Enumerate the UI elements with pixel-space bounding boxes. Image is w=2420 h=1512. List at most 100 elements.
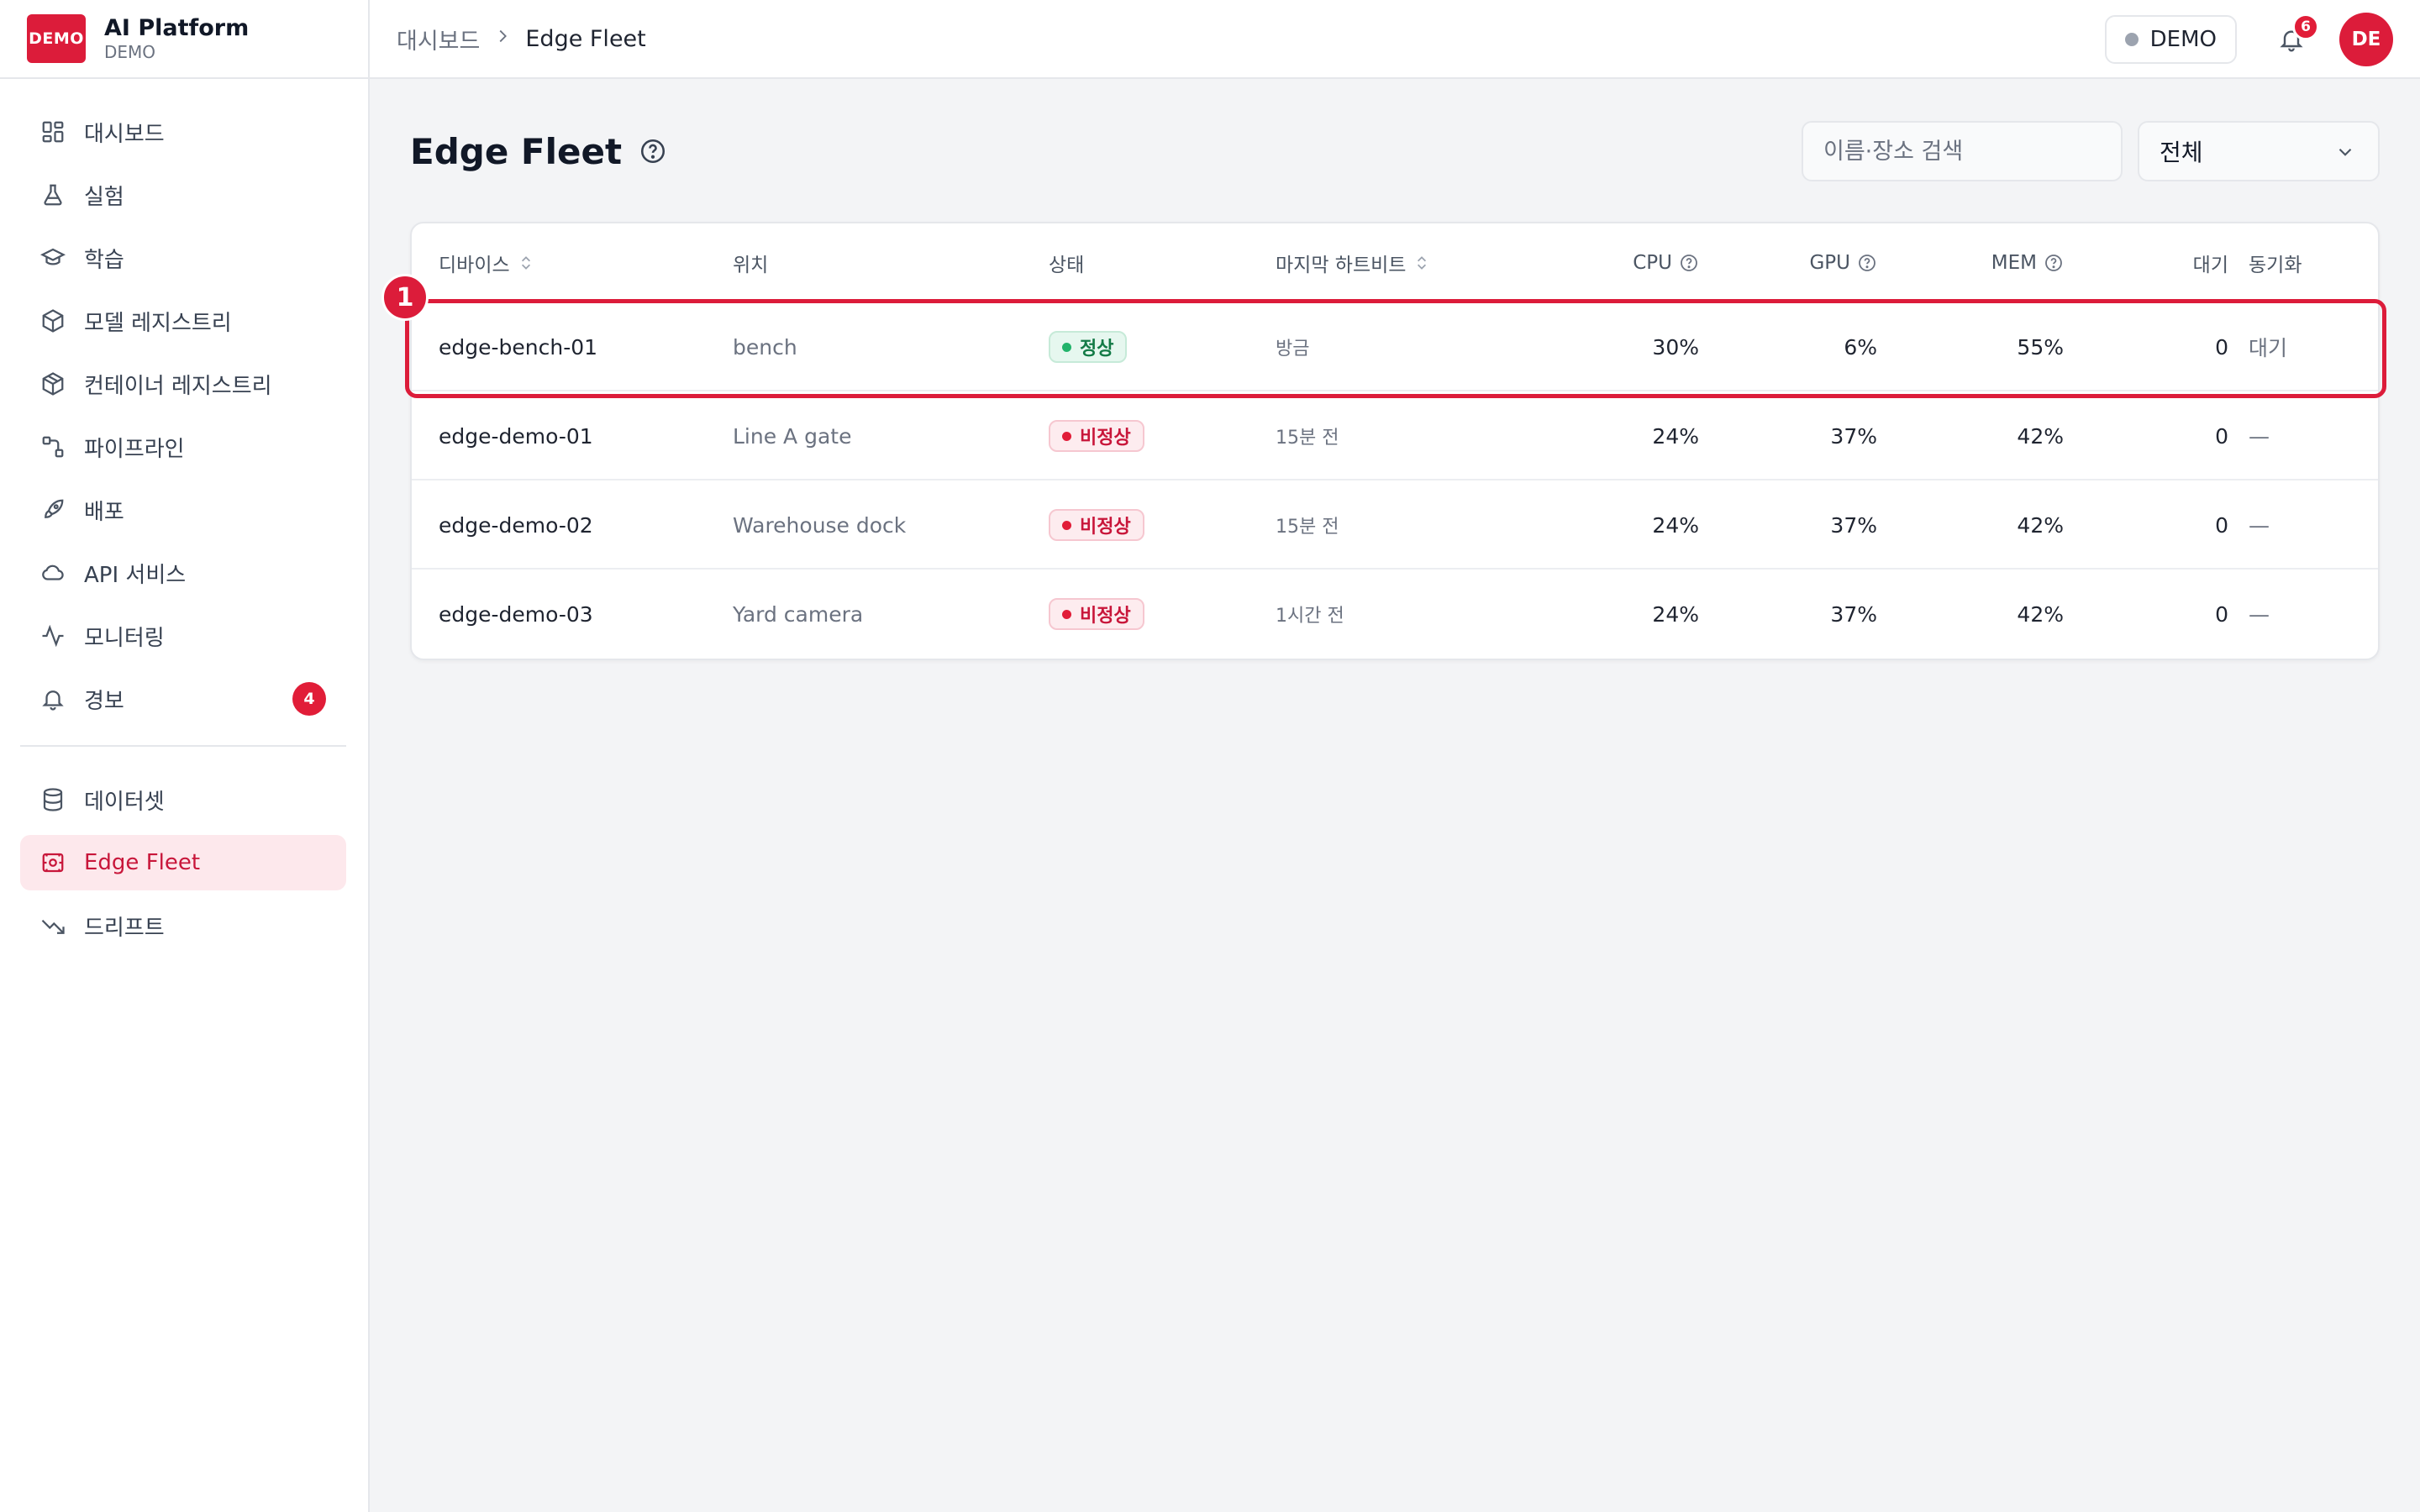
status-badge: 정상 [1049,331,1128,363]
sync-status: 대기 [2249,336,2288,360]
breadcrumb-current: Edge Fleet [525,25,646,52]
breadcrumb: 대시보드 Edge Fleet [397,23,646,55]
column-header-label: 마지막 하트비트 [1276,255,1407,276]
table-row[interactable]: edge-demo-01 Line A gate 비정상 15분 전 24% 3… [412,391,2378,480]
column-header-device[interactable]: 디바이스 [439,223,534,302]
avatar[interactable]: DE [2339,13,2393,66]
table-row[interactable]: edge-demo-03 Yard camera 비정상 1시간 전 24% 3… [412,570,2378,659]
notifications-button[interactable]: 6 [2270,13,2319,60]
sort-icon [1418,256,1427,270]
sidebar-item-dashboard[interactable]: 대시보드 [20,104,346,160]
status-label: 비정상 [1080,428,1131,449]
sidebar-item-datasets[interactable]: 데이터셋 [20,772,346,827]
gpu-usage: 37% [1830,423,1877,449]
table-row[interactable]: edge-demo-02 Warehouse dock 비정상 15분 전 24… [412,480,2378,570]
sidebar-item-label: 모니터링 [84,625,165,651]
page-header: Edge Fleet [410,121,667,181]
sort-icon [521,256,530,270]
sidebar-item-label: 모델 레지스트리 [84,310,232,336]
cpu-usage: 24% [1652,512,1699,538]
sidebar-item-label: 데이터셋 [84,789,165,815]
sidebar-item-pipeline[interactable]: 파이프라인 [20,419,346,475]
gpu-usage: 37% [1830,601,1877,627]
help-circle-icon[interactable] [2044,253,2064,273]
annotation-marker: 1 [381,274,429,321]
help-circle-icon[interactable] [1857,253,1877,273]
search-input[interactable] [1802,121,2123,181]
sidebar-item-model-registry[interactable]: 모델 레지스트리 [20,293,346,349]
chevron-down-icon [2338,148,2352,156]
sidebar-item-drift[interactable]: 드리프트 [20,898,346,953]
sidebar-item-edge-fleet[interactable]: Edge Fleet [20,835,346,890]
status-label: 비정상 [1080,517,1131,538]
environment-selector[interactable]: DEMO [2104,15,2237,64]
column-header-gpu: GPU [1773,223,1877,302]
sidebar-item-label: 학습 [84,247,124,273]
column-header-cpu: CPU [1605,223,1699,302]
status-cell: 정상 [1049,302,1128,391]
pending-count: 0 [2215,334,2228,360]
status-dot-icon [2124,33,2139,46]
status-cell: 비정상 [1049,391,1144,480]
sidebar-item-deploy[interactable]: 배포 [20,482,346,538]
sidebar-item-alerts[interactable]: 경보 4 [20,671,346,727]
edge-device-icon [39,848,67,877]
sidebar-item-label: 파이프라인 [84,436,185,462]
table-row[interactable]: edge-bench-01 bench 정상 방금 30% 6% 55% 0 대… [412,302,2378,391]
activity-icon [39,622,67,650]
device-location: bench [733,334,797,360]
mem-usage: 55% [2017,334,2064,360]
mem-usage: 42% [2017,512,2064,538]
environment-label: DEMO [2149,27,2217,52]
help-circle-icon[interactable] [639,137,667,165]
heartbeat-time: 15분 전 [1276,428,1339,449]
device-name: edge-demo-02 [439,512,593,538]
help-circle-icon[interactable] [1679,253,1699,273]
breadcrumb-parent[interactable]: 대시보드 [397,28,481,55]
status-label: 정상 [1080,339,1114,360]
table-header: 디바이스 위치 상태 마지막 하트비트 CPU GPU MEM 대기 동기 [412,223,2378,302]
sidebar-item-monitoring[interactable]: 모니터링 [20,608,346,664]
sidebar-item-training[interactable]: 학습 [20,230,346,286]
device-location: Warehouse dock [733,512,907,538]
sidebar-nav: 대시보드 실험 학습 모델 레지스트리 컨테이너 레지스트리 [0,79,368,953]
sidebar-item-label: 대시보드 [84,121,165,147]
brand[interactable]: DEMO AI Platform DEMO [0,0,368,79]
status-badge: 비정상 [1049,509,1144,541]
pending-count: 0 [2215,601,2228,627]
heartbeat-time: 방금 [1276,339,1310,360]
sidebar-item-api-service[interactable]: API 서비스 [20,545,346,601]
gpu-usage: 6% [1844,334,1877,360]
column-header-label: 상태 [1049,255,1085,276]
brand-text: AI Platform DEMO [104,15,249,62]
filter-value: 전체 [2160,139,2203,166]
heartbeat-time: 1시간 전 [1276,606,1344,627]
mem-usage: 42% [2017,423,2064,449]
status-badge: 비정상 [1049,598,1144,630]
chevron-right-icon [493,26,512,51]
sidebar-item-label: 컨테이너 레지스트리 [84,373,272,399]
sidebar-item-container-registry[interactable]: 컨테이너 레지스트리 [20,356,346,412]
notification-count-badge: 6 [2292,13,2319,40]
sync-status: — [2249,423,2270,449]
column-header-label: GPU [1809,252,1850,274]
cloud-icon [39,559,67,587]
database-icon [39,785,67,814]
sidebar-item-experiments[interactable]: 실험 [20,167,346,223]
device-location: Line A gate [733,423,852,449]
gpu-usage: 37% [1830,512,1877,538]
column-header-heartbeat[interactable]: 마지막 하트비트 [1276,223,1429,302]
flask-icon [39,181,67,209]
cpu-usage: 24% [1652,423,1699,449]
column-header-label: 위치 [733,255,769,276]
column-header-location: 위치 [733,223,768,302]
device-name: edge-demo-03 [439,601,593,627]
alerts-count-badge: 4 [292,682,326,716]
heartbeat-time: 15분 전 [1276,517,1339,538]
sidebar-item-label: API 서비스 [84,562,187,588]
column-header-label: 동기화 [2249,255,2302,276]
edge-fleet-table: 디바이스 위치 상태 마지막 하트비트 CPU GPU MEM 대기 동기 [410,222,2380,660]
status-filter-select[interactable]: 전체 [2138,121,2380,181]
sync-status: — [2249,512,2270,538]
pending-count: 0 [2215,423,2228,449]
